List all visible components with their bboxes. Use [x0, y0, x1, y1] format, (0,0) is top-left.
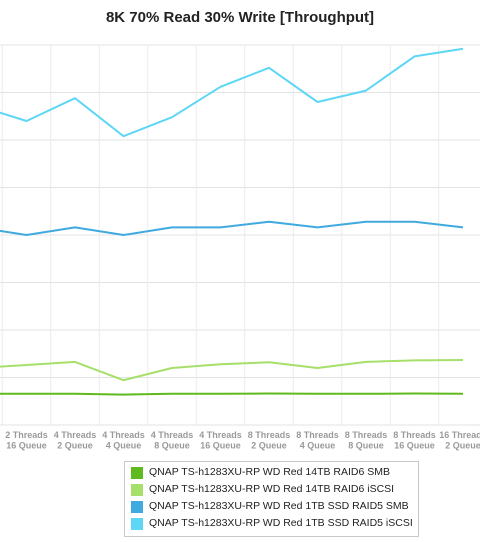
chart-title: 8K 70% Read 30% Write [Throughput] — [105, 9, 375, 26]
x-tick-label: 4 Threads 16 Queue — [199, 430, 242, 451]
x-tick-label: 8 Threads 2 Queue — [248, 430, 291, 451]
legend-item-3[interactable]: QNAP TS-h1283XU-RP WD Red 1TB SSD RAID5 … — [131, 515, 418, 532]
legend: QNAP TS-h1283XU-RP WD Red 14TB RAID6 SMB… — [124, 461, 419, 537]
series-line-3 — [0, 47, 464, 138]
x-tick-label: 8 Threads 16 Queue — [393, 430, 436, 451]
series-line-1 — [0, 359, 464, 382]
legend-swatch — [131, 500, 143, 513]
x-tick-label: 8 Threads 4 Queue — [296, 430, 339, 451]
legend-label: QNAP TS-h1283XU-RP WD Red 14TB RAID6 iSC… — [149, 483, 395, 495]
legend-swatch — [131, 466, 143, 479]
x-tick-label: 2 Threads 16 Queue — [5, 430, 48, 451]
series-line-0 — [0, 392, 464, 396]
legend-label: QNAP TS-h1283XU-RP WD Red 1TB SSD RAID5 … — [149, 500, 409, 512]
legend-label: QNAP TS-h1283XU-RP WD Red 14TB RAID6 SMB — [149, 466, 391, 478]
legend-swatch — [131, 483, 143, 496]
series-lines — [0, 47, 464, 396]
x-tick-label: 4 Threads 8 Queue — [151, 430, 194, 451]
legend-label: QNAP TS-h1283XU-RP WD Red 1TB SSD RAID5 … — [149, 517, 413, 529]
grid — [0, 44, 480, 426]
x-tick-label: 4 Threads 4 Queue — [102, 430, 145, 451]
legend-item-2[interactable]: QNAP TS-h1283XU-RP WD Red 1TB SSD RAID5 … — [131, 498, 418, 515]
legend-swatch — [131, 517, 143, 530]
legend-item-0[interactable]: QNAP TS-h1283XU-RP WD Red 14TB RAID6 SMB — [131, 464, 418, 481]
x-tick-label: 8 Threads 8 Queue — [345, 430, 388, 451]
legend-item-1[interactable]: QNAP TS-h1283XU-RP WD Red 14TB RAID6 iSC… — [131, 481, 418, 498]
x-tick-label: 4 Threads 2 Queue — [54, 430, 97, 451]
series-line-2 — [0, 220, 464, 236]
